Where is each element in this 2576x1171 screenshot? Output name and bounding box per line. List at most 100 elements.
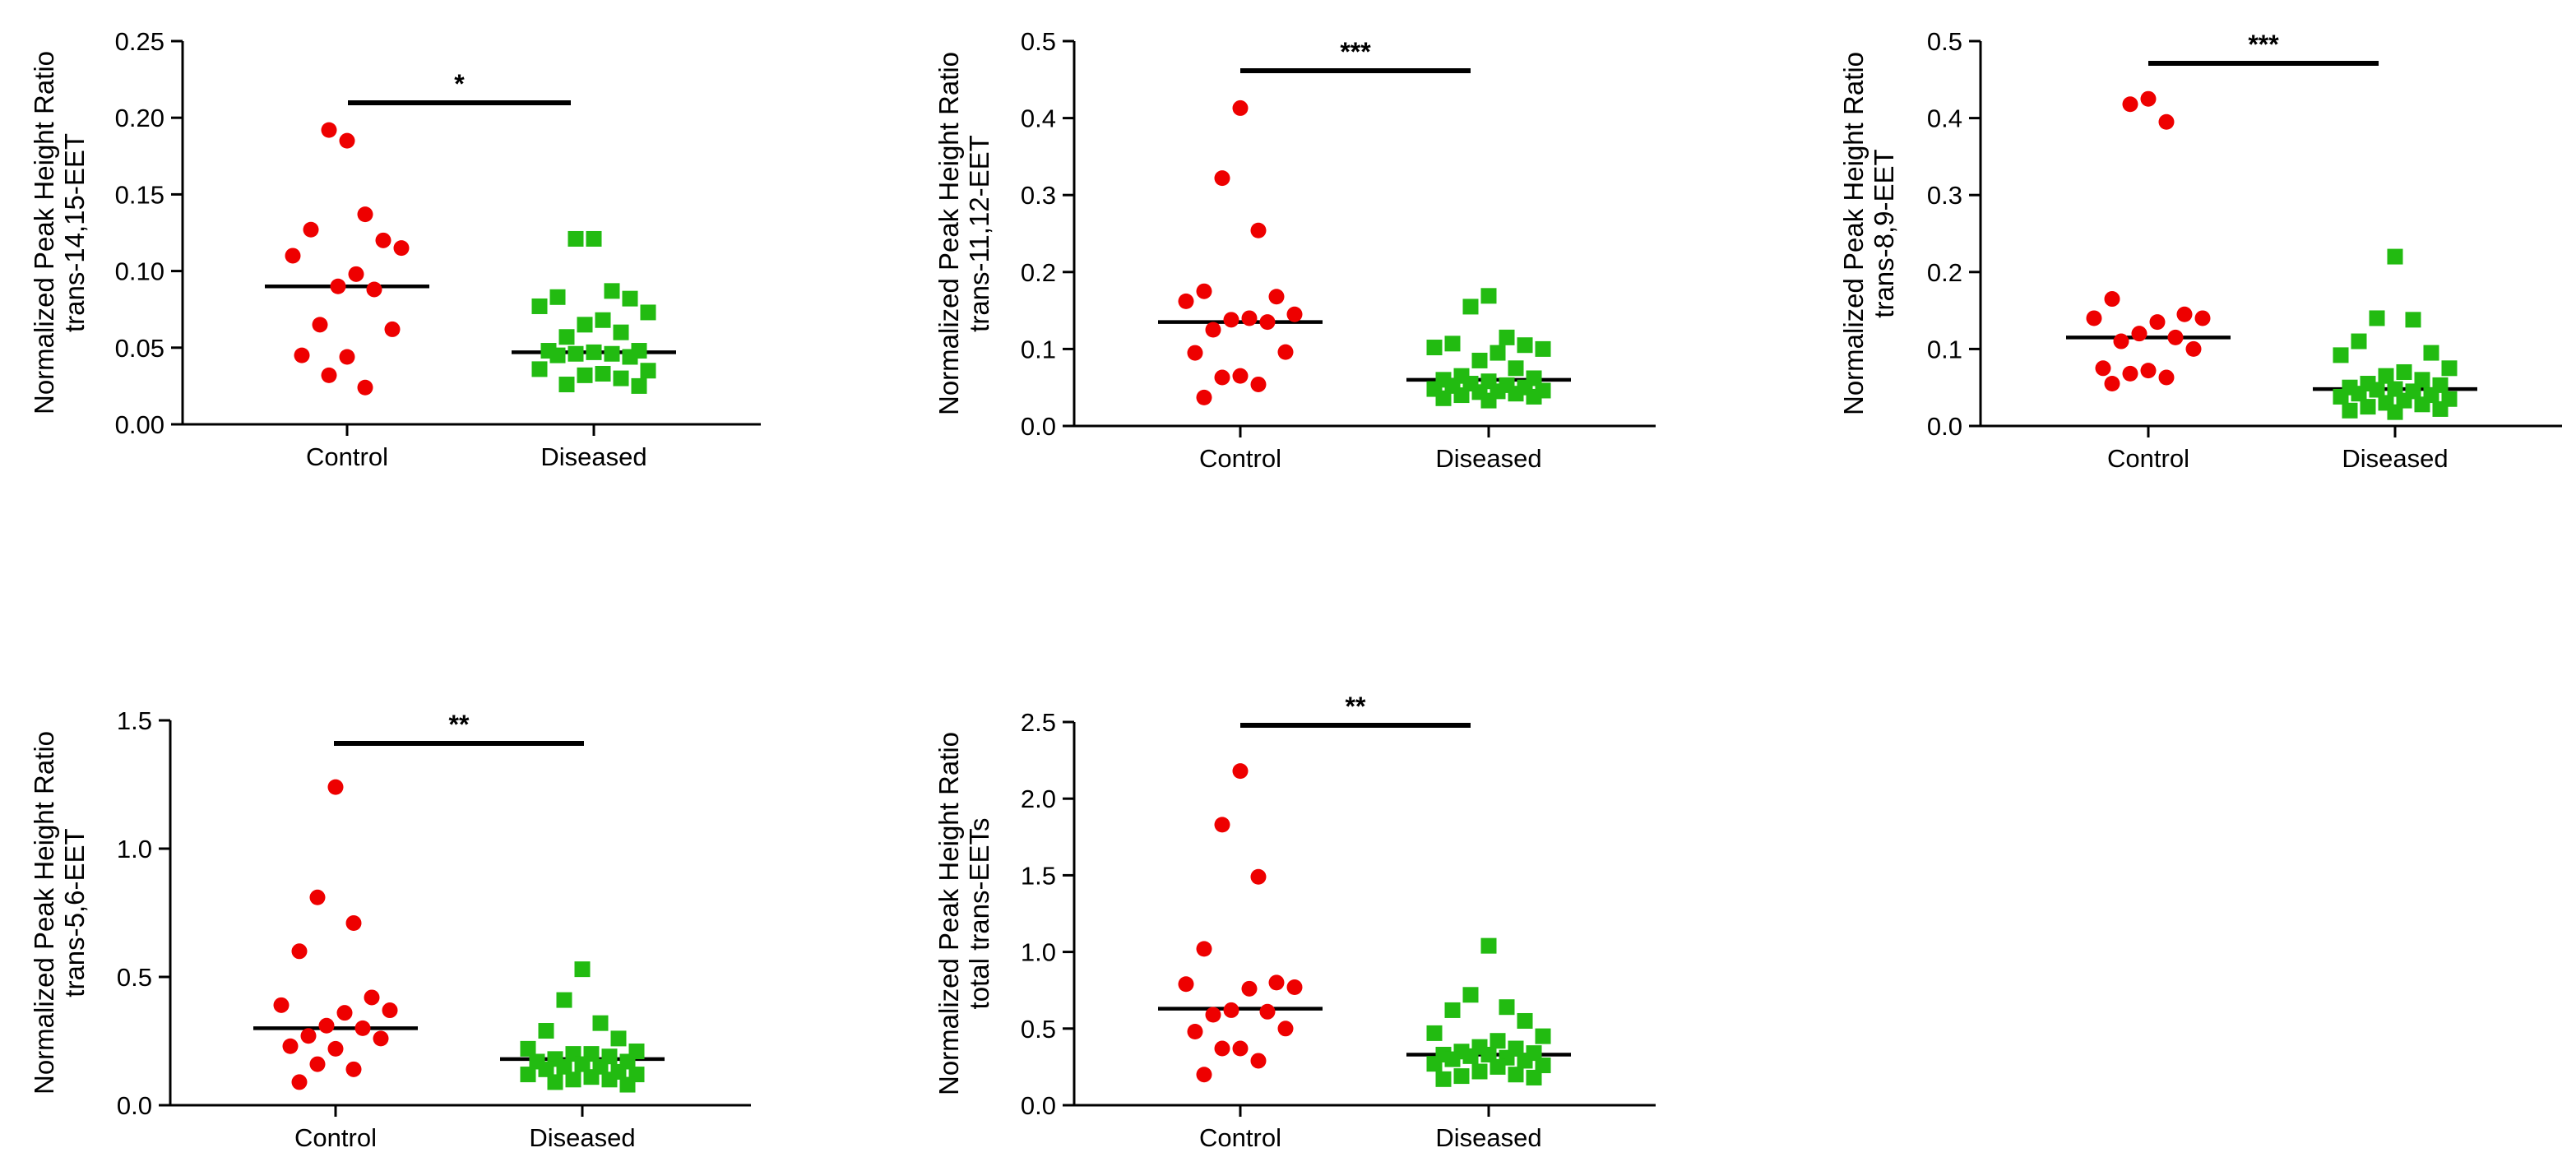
data-point-diseased bbox=[622, 349, 638, 365]
data-point-control bbox=[1250, 868, 1267, 885]
data-point-control bbox=[2122, 96, 2138, 113]
data-point-diseased bbox=[2423, 345, 2439, 361]
data-point-diseased bbox=[1490, 1058, 1506, 1075]
data-point-diseased bbox=[556, 992, 572, 1008]
data-point-diseased bbox=[2351, 386, 2367, 402]
y-tick-label: 0.0 bbox=[117, 1091, 152, 1120]
data-point-diseased bbox=[1444, 1051, 1461, 1067]
data-point-diseased bbox=[574, 961, 591, 978]
data-point-control bbox=[384, 321, 401, 337]
data-point-diseased bbox=[2405, 312, 2421, 328]
data-point-control bbox=[345, 914, 362, 931]
data-point-control bbox=[2122, 365, 2138, 382]
data-point-control bbox=[1232, 368, 1249, 384]
data-point-diseased bbox=[1535, 340, 1551, 357]
y-tick-label: 0.20 bbox=[115, 104, 164, 132]
y-axis-title-line1: Normalized Peak Height Ratio bbox=[1838, 52, 1869, 415]
y-tick-label: 0.5 bbox=[1021, 27, 1056, 56]
data-point-diseased bbox=[531, 361, 548, 377]
data-point-control bbox=[291, 1074, 308, 1090]
data-point-diseased bbox=[1508, 1067, 1524, 1083]
y-axis-title-line2: trans-11,12-EET bbox=[964, 135, 994, 332]
data-point-control bbox=[2185, 340, 2202, 357]
data-point-diseased bbox=[613, 324, 629, 340]
chart-panel-4: 0.0 0.5 1.0 1.5 Control Diseased Normalized Pe… bbox=[29, 706, 751, 1152]
data-point-control bbox=[1277, 344, 1294, 360]
data-point-diseased bbox=[640, 363, 656, 379]
data-point-control bbox=[303, 221, 319, 238]
data-point-control bbox=[1178, 976, 1194, 993]
data-point-control bbox=[1178, 293, 1194, 309]
data-point-control bbox=[312, 317, 328, 333]
x-tick-label: Control bbox=[294, 1123, 377, 1152]
data-point-diseased bbox=[2333, 388, 2349, 405]
y-tick-label: 1.5 bbox=[1021, 861, 1056, 890]
data-point-diseased bbox=[592, 1015, 609, 1031]
data-point-control bbox=[1286, 979, 1303, 995]
y-tick-label: 0.15 bbox=[115, 180, 164, 209]
data-point-control bbox=[2194, 310, 2211, 326]
data-point-control bbox=[2113, 333, 2129, 349]
data-point-control bbox=[1205, 322, 1221, 338]
data-point-diseased bbox=[619, 1076, 636, 1093]
data-point-control bbox=[1232, 763, 1249, 780]
data-point-control bbox=[2176, 306, 2193, 322]
data-point-control bbox=[1196, 941, 1212, 957]
y-tick-label: 1.0 bbox=[1021, 938, 1056, 967]
x-tick-label: Control bbox=[306, 442, 388, 471]
data-point-diseased bbox=[577, 317, 593, 333]
data-point-control bbox=[2095, 360, 2111, 377]
data-point-control bbox=[1187, 1024, 1203, 1040]
data-point-control bbox=[1268, 974, 1285, 991]
significance-label: ** bbox=[1346, 692, 1366, 721]
data-point-diseased bbox=[1508, 386, 1524, 402]
data-point-diseased bbox=[1499, 329, 1515, 345]
data-point-diseased bbox=[586, 230, 602, 247]
x-tick-label: Control bbox=[2107, 444, 2189, 473]
data-point-control bbox=[1223, 312, 1239, 328]
data-point-control bbox=[1232, 100, 1249, 116]
data-point-control bbox=[339, 132, 355, 149]
data-point-diseased bbox=[1462, 987, 1479, 1003]
data-point-control bbox=[300, 1028, 317, 1044]
y-tick-label: 1.5 bbox=[117, 706, 152, 735]
chart-panel-1: 0.00 0.05 0.10 0.15 0.20 0.25 Control Diseased N… bbox=[29, 27, 761, 471]
data-point-diseased bbox=[1426, 1056, 1443, 1072]
data-point-diseased bbox=[2378, 368, 2394, 384]
y-tick-label: 0.2 bbox=[1021, 258, 1056, 287]
data-point-control bbox=[393, 240, 410, 257]
data-point-diseased bbox=[2396, 363, 2412, 380]
data-point-control bbox=[375, 232, 391, 248]
data-point-control bbox=[1277, 1021, 1294, 1037]
data-point-diseased bbox=[556, 1058, 572, 1075]
data-point-diseased bbox=[1462, 299, 1479, 315]
significance-label: * bbox=[454, 69, 465, 99]
data-point-control bbox=[1241, 980, 1258, 997]
data-point-diseased bbox=[1526, 1069, 1542, 1085]
data-point-control bbox=[1214, 1040, 1230, 1057]
y-tick-label: 2.0 bbox=[1021, 785, 1056, 813]
y-tick-label: 0.4 bbox=[1927, 104, 1962, 133]
data-point-diseased bbox=[549, 289, 566, 305]
data-point-control bbox=[2104, 291, 2120, 308]
data-point-diseased bbox=[1517, 1053, 1533, 1069]
data-point-control bbox=[364, 989, 380, 1006]
significance-label: *** bbox=[1340, 37, 1371, 67]
data-point-diseased bbox=[558, 377, 575, 393]
data-point-control bbox=[1286, 306, 1303, 322]
y-tick-label: 0.1 bbox=[1927, 335, 1962, 363]
data-point-diseased bbox=[2387, 248, 2403, 265]
data-point-diseased bbox=[565, 1071, 581, 1088]
y-axis-title-line2: trans-8,9-EET bbox=[1869, 149, 1899, 317]
data-point-control bbox=[1214, 817, 1230, 833]
data-point-diseased bbox=[568, 345, 584, 362]
data-point-diseased bbox=[549, 347, 566, 363]
data-point-diseased bbox=[586, 344, 602, 360]
x-tick-label: Control bbox=[1199, 1123, 1281, 1152]
data-point-control bbox=[1232, 1040, 1249, 1057]
y-tick-label: 0.3 bbox=[1927, 181, 1962, 210]
y-tick-label: 0.2 bbox=[1927, 258, 1962, 287]
y-tick-label: 0.4 bbox=[1021, 104, 1056, 133]
data-point-diseased bbox=[604, 283, 620, 299]
data-point-control bbox=[2158, 369, 2175, 386]
